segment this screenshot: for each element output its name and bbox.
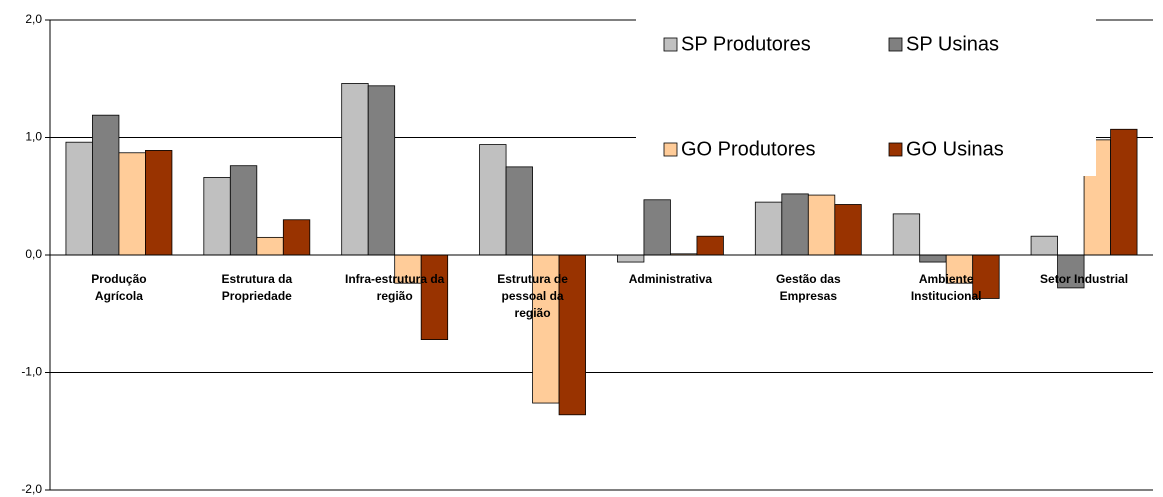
- bar: [118, 152, 146, 256]
- x-tick-label: Setor Industrial: [1040, 272, 1128, 286]
- bar: [643, 199, 671, 256]
- y-tick-label: 0,0: [25, 247, 42, 261]
- bar: [65, 141, 93, 256]
- x-tick-label: Estrutura da Propriedade: [221, 272, 292, 303]
- y-tick-label: 2,0: [25, 12, 42, 26]
- legend-label: GO Produtores: [681, 138, 816, 160]
- y-tick-label: -2,0: [21, 482, 42, 496]
- bar: [696, 235, 724, 256]
- legend-label: SP Produtores: [681, 33, 811, 55]
- bar: [341, 83, 369, 256]
- bar: [919, 254, 947, 263]
- bar: [617, 254, 645, 263]
- y-tick-label: 1,0: [25, 130, 42, 144]
- bar: [834, 204, 862, 256]
- bar: [1030, 235, 1058, 256]
- bar: [505, 166, 533, 256]
- x-tick-label: Administrativa: [629, 272, 713, 286]
- bar: [420, 254, 449, 340]
- bar: [807, 194, 836, 256]
- legend-box: [636, 8, 1096, 176]
- y-tick-label: -1,0: [21, 365, 42, 379]
- x-tick-label: Gestão das Empresas: [776, 272, 841, 303]
- bar: [1110, 128, 1138, 256]
- bar: [479, 144, 507, 256]
- bar: [367, 85, 396, 256]
- bar: [394, 254, 422, 284]
- legend-swatch: [663, 142, 678, 157]
- bar: [145, 150, 173, 256]
- bar: [781, 193, 809, 256]
- bar: [282, 219, 311, 256]
- legend-swatch: [888, 37, 903, 52]
- legend-label: SP Usinas: [906, 33, 999, 55]
- legend-label: GO Usinas: [906, 138, 1004, 160]
- bar: [754, 201, 783, 256]
- bar: [203, 177, 231, 256]
- legend-swatch: [663, 37, 678, 52]
- x-tick-label: Ambiente Institucional: [911, 272, 982, 303]
- bar: [256, 236, 284, 256]
- x-tick-label: Estrutura de pessoal da região: [497, 272, 568, 320]
- legend-swatch: [888, 142, 903, 157]
- x-tick-label: Infra-estrutura da região: [345, 272, 445, 303]
- bar: [558, 254, 586, 416]
- bar: [972, 254, 1000, 299]
- x-tick-label: Produção Agrícola: [91, 272, 146, 303]
- bar: [229, 165, 258, 256]
- bar: [892, 213, 921, 256]
- bar: [92, 114, 120, 256]
- bar: [1057, 254, 1085, 289]
- bar: [532, 254, 560, 404]
